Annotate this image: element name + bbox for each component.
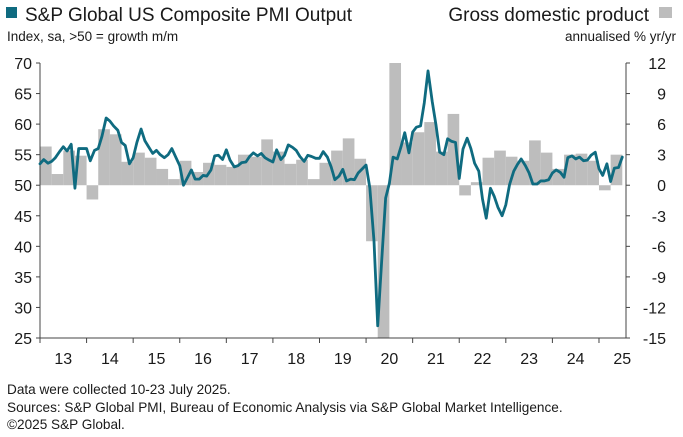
gdp-bar bbox=[505, 156, 518, 186]
footnote-copyright: ©2025 S&P Global. bbox=[7, 417, 125, 432]
left-tick-label: 40 bbox=[14, 239, 32, 256]
gdp-bar bbox=[40, 146, 52, 186]
gdp-bar bbox=[494, 150, 506, 186]
x-tick-label: 22 bbox=[474, 351, 492, 368]
gdp-bar bbox=[144, 157, 157, 186]
right-tick-label: -12 bbox=[643, 300, 666, 317]
left-axis-label: Index, sa, >50 = growth m/m bbox=[7, 29, 178, 44]
gdp-bar bbox=[307, 179, 320, 186]
gdp-bar bbox=[470, 182, 483, 186]
legend: S&P Global US Composite PMI Output Gross… bbox=[6, 5, 672, 26]
legend-swatch-pmi bbox=[6, 7, 17, 18]
gdp-bars bbox=[40, 63, 623, 338]
gdp-bar bbox=[261, 139, 273, 186]
gdp-bar bbox=[168, 179, 180, 186]
gdp-bar bbox=[284, 163, 297, 186]
gdp-bar bbox=[249, 156, 262, 186]
x-tick-label: 19 bbox=[334, 351, 352, 368]
gdp-bar bbox=[237, 154, 250, 186]
left-tick-label: 35 bbox=[14, 270, 32, 287]
left-tick-label: 60 bbox=[14, 117, 32, 134]
left-tick-label: 25 bbox=[14, 331, 32, 348]
right-tick-label: 0 bbox=[657, 178, 666, 195]
gdp-bar bbox=[98, 129, 110, 186]
left-tick-label: 30 bbox=[14, 300, 32, 317]
gdp-bar bbox=[214, 164, 227, 186]
gdp-bar bbox=[226, 166, 238, 186]
x-tick-label: 20 bbox=[380, 351, 398, 368]
legend-label-gdp: Gross domestic product bbox=[448, 5, 649, 26]
gdp-bar bbox=[598, 185, 611, 191]
gdp-bar bbox=[389, 63, 402, 186]
x-tick-label: 17 bbox=[241, 351, 259, 368]
gdp-bar bbox=[552, 168, 565, 186]
footnotes: Data were collected 10-23 July 2025. Sou… bbox=[7, 381, 563, 434]
gdp-bar bbox=[377, 185, 390, 338]
gdp-bar bbox=[587, 160, 599, 186]
right-tick-label: -3 bbox=[652, 209, 666, 226]
footnote-sources: Sources: S&P Global PMI, Bureau of Econo… bbox=[7, 399, 563, 415]
gdp-bar bbox=[156, 168, 169, 186]
gdp-bar bbox=[412, 132, 425, 186]
gdp-bar bbox=[179, 160, 192, 186]
gdp-bar bbox=[342, 138, 355, 186]
x-tick-label: 24 bbox=[567, 351, 585, 368]
gdp-bar bbox=[74, 155, 87, 186]
right-axis-label: annualised % yr/yr bbox=[565, 29, 677, 44]
gdp-bar bbox=[517, 160, 530, 186]
gdp-bar bbox=[564, 154, 576, 186]
right-tick-label: -6 bbox=[652, 239, 666, 256]
left-tick-label: 45 bbox=[14, 209, 32, 226]
right-tick-label: 12 bbox=[648, 56, 666, 73]
gdp-bar bbox=[296, 159, 308, 186]
pmi-line bbox=[38, 69, 624, 328]
gdp-bar bbox=[447, 113, 460, 186]
right-tick-label: 6 bbox=[657, 117, 666, 134]
gdp-bar bbox=[424, 122, 436, 186]
legend-swatch-gdp bbox=[659, 7, 672, 18]
gdp-bar bbox=[529, 140, 541, 186]
x-tick-label: 18 bbox=[287, 351, 305, 368]
gdp-bar bbox=[610, 154, 623, 186]
right-tick-label: 3 bbox=[657, 148, 666, 165]
left-axis-ticks: 70 65 60 55 50 45 40 35 30 25 bbox=[14, 56, 40, 348]
x-tick-label: 25 bbox=[613, 351, 631, 368]
right-tick-label: 9 bbox=[657, 87, 666, 104]
legend-label-pmi: S&P Global US Composite PMI Output bbox=[25, 5, 353, 26]
gdp-bar bbox=[63, 150, 75, 186]
gdp-bar bbox=[272, 151, 285, 186]
left-tick-label: 65 bbox=[14, 87, 32, 104]
gdp-bar bbox=[109, 134, 122, 186]
gdp-bar bbox=[86, 185, 99, 200]
gdp-bar bbox=[482, 157, 495, 186]
gdp-bar bbox=[435, 151, 448, 186]
axes bbox=[39, 63, 627, 339]
right-axis-ticks: 12 9 6 3 0 -3 -6 -9 -12 -15 bbox=[626, 56, 666, 348]
x-tick-label: 15 bbox=[148, 351, 166, 368]
footnote-collection-date: Data were collected 10-23 July 2025. bbox=[7, 382, 231, 397]
gdp-bar bbox=[121, 161, 134, 186]
x-tick-label: 21 bbox=[427, 351, 445, 368]
gdp-bar bbox=[51, 174, 64, 186]
right-tick-label: -9 bbox=[652, 270, 666, 287]
left-tick-label: 50 bbox=[14, 178, 32, 195]
x-tick-label: 13 bbox=[54, 351, 72, 368]
right-tick-label: -15 bbox=[643, 331, 666, 348]
left-tick-label: 55 bbox=[14, 148, 32, 165]
gdp-bar bbox=[133, 152, 145, 186]
gdp-bar bbox=[575, 153, 588, 186]
left-tick-label: 70 bbox=[14, 56, 32, 73]
x-tick-label: 16 bbox=[194, 351, 212, 368]
x-tick-label: 14 bbox=[101, 351, 119, 368]
x-tick-label: 23 bbox=[520, 351, 538, 368]
gdp-bar bbox=[540, 152, 553, 186]
pmi-gdp-chart: S&P Global US Composite PMI Output Gross… bbox=[6, 5, 677, 368]
gdp-bar bbox=[331, 150, 343, 186]
gdp-bar bbox=[459, 185, 471, 196]
gdp-bar bbox=[401, 142, 413, 186]
pmi-series bbox=[38, 69, 624, 328]
gdp-bar bbox=[319, 162, 332, 186]
x-axis-ticks: 13 14 15 16 17 18 19 20 21 22 23 24 25 bbox=[39, 338, 631, 368]
